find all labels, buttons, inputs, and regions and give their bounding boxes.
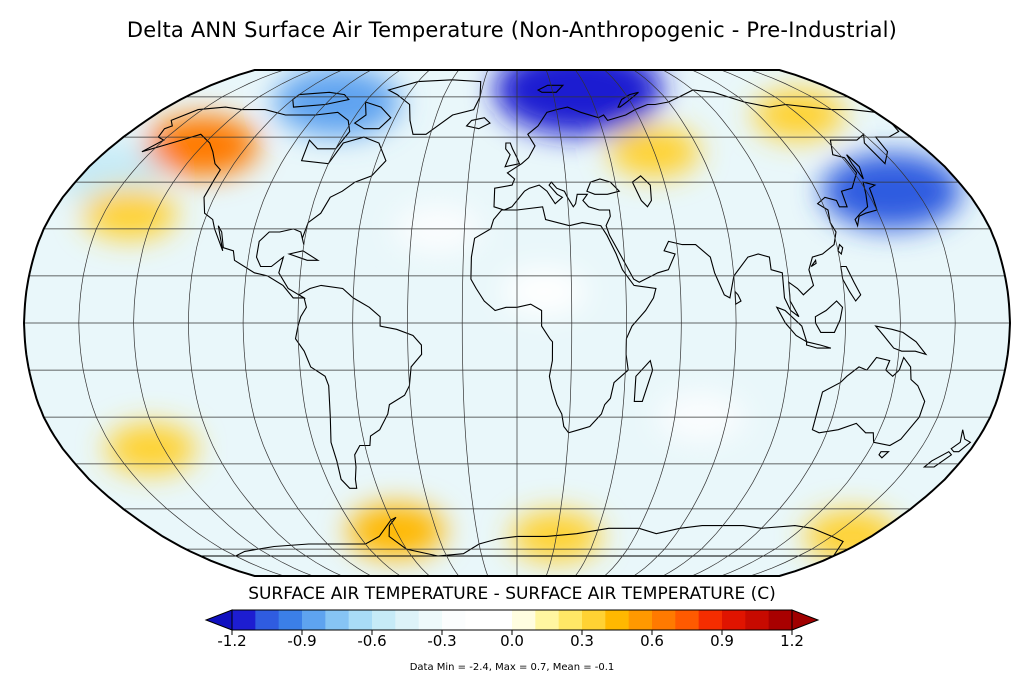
colorbar-swatch [605, 610, 630, 630]
coastline-tasmania [878, 451, 890, 459]
coastline-new-guinea [874, 325, 928, 356]
coastline-north-america [141, 106, 387, 299]
coastline-svalbard [536, 84, 565, 93]
globe-outline [22, 69, 1012, 577]
coastline-sakhalin [846, 154, 864, 180]
anomaly-blob [82, 186, 177, 240]
coastline-philippines [840, 265, 862, 302]
coastline-australia [811, 356, 926, 447]
colorbar-tick-label: -1.2 [217, 632, 247, 650]
coastline-cuba [287, 250, 320, 261]
colorbar-tick-label: -0.9 [287, 632, 317, 650]
colorbar [204, 609, 820, 635]
colorbar-swatch [442, 610, 466, 630]
colorbar-tick-label: -0.6 [357, 632, 387, 650]
colorbar-swatch [278, 610, 303, 630]
colorbar-swatch [465, 610, 490, 630]
coastline-hainan [810, 258, 817, 267]
colorbar-swatch [675, 610, 700, 630]
colorbar-tick-label: 1.2 [780, 632, 804, 650]
coastline-japan [854, 181, 878, 228]
colorbar-tick-label: 0.9 [710, 632, 734, 650]
colorbar-swatch [372, 610, 396, 630]
colorbar-swatch [768, 610, 793, 630]
colorbar-tick-label: 0.3 [570, 632, 594, 650]
coastline-taiwan [837, 243, 844, 256]
colorbar-under-arrow [204, 609, 233, 631]
colorbar-swatch [722, 610, 746, 630]
coastline-caspian [631, 175, 652, 208]
colorbar-label: SURFACE AIR TEMPERATURE - SURFACE AIR TE… [248, 584, 776, 604]
anomaly-blob [105, 423, 197, 475]
colorbar-swatch [325, 610, 350, 630]
anomaly-field [51, 70, 962, 563]
colorbar-swatch [232, 610, 256, 630]
anomaly-blob [804, 510, 899, 563]
colorbar-swatch [558, 610, 583, 630]
coastline-britain [504, 142, 521, 168]
coastline-black-sea [586, 178, 621, 195]
coastline-madagascar [633, 359, 654, 402]
coastline-new-zealand [950, 429, 972, 453]
colorbar-tick-label: 0.6 [640, 632, 664, 650]
coastline-novaya-zemlya [617, 91, 639, 108]
colorbar-swatch [698, 610, 723, 630]
coastline-eurasia [493, 89, 900, 318]
colorbar-tick-label: -0.3 [427, 632, 457, 650]
chart-title: Delta ANN Surface Air Temperature (Non-A… [126, 18, 898, 42]
colorbar-over-arrow [791, 609, 820, 631]
coastline-nz-south [922, 451, 953, 468]
colorbar-swatch [535, 610, 560, 630]
coastline-africa [470, 206, 657, 434]
coastline-java [805, 341, 832, 349]
colorbar-swatch [255, 610, 280, 630]
colorbar-swatch [418, 610, 443, 630]
graticule [24, 70, 1010, 576]
data-stats: Data Min = -2.4, Max = 0.7, Mean = -0.1 [409, 662, 615, 673]
coastline-borneo [814, 300, 844, 333]
colorbar-swatch [348, 610, 373, 630]
colorbar-swatch [395, 610, 420, 630]
colorbar-tick-label: 0.0 [500, 632, 524, 650]
colorbar-swatch [582, 610, 606, 630]
colorbar-swatch [652, 610, 676, 630]
anomaly-blob [494, 70, 663, 136]
coastline-iceland [465, 117, 491, 130]
coastline-antarctica [200, 516, 844, 557]
coastline-baffin [353, 101, 392, 130]
colorbar-swatch [628, 610, 653, 630]
coastline-arctic-islands [292, 91, 350, 108]
colorbar-swatch [302, 610, 326, 630]
colorbar-swatch [512, 610, 536, 630]
colorbar-swatch [745, 610, 770, 630]
anomaly-blob [502, 268, 587, 316]
colorbar-swatch [488, 610, 513, 630]
